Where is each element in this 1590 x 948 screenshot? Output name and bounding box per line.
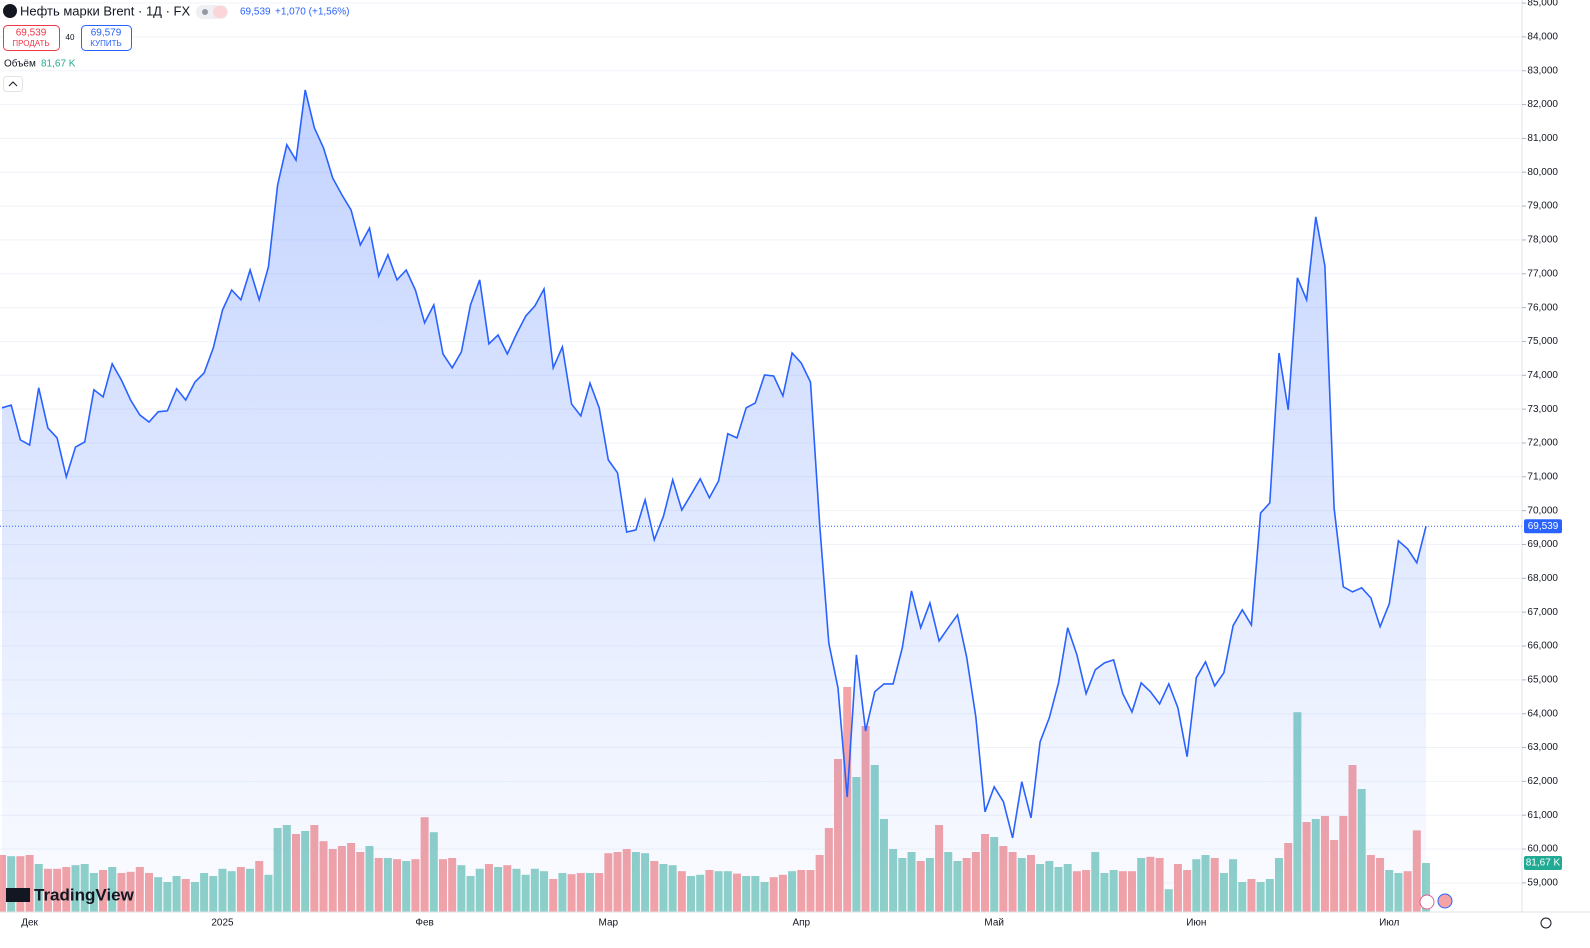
sell-price: 69,539 [16,28,47,39]
buy-button[interactable] [81,25,132,51]
spread: 40 [66,33,75,42]
x-tick-label: Июн [1186,918,1206,929]
y-tick-label: 66,000 [1527,641,1558,652]
last-price-badge [1524,519,1562,534]
y-tick-label: 70,000 [1527,505,1558,516]
y-tick-label: 69,000 [1527,539,1558,550]
event-icon[interactable] [1419,894,1435,910]
axes: 85,000 84,000 83,000 82,000 81,000 80,000 79,0… [21,0,1562,929]
y-tick-label: 82,000 [1527,99,1558,110]
y-tick-label: 62,000 [1527,776,1558,787]
chart-title: Нефть марки Brent · 1Д · FX [20,3,190,18]
y-tick-label: 75,000 [1527,336,1558,347]
collapse-button[interactable] [3,76,23,92]
y-tick-label: 64,000 [1527,708,1558,719]
settings-icon[interactable] [1540,917,1552,929]
y-tick-label: 72,000 [1527,438,1558,449]
x-tick-label: 2025 [211,918,234,929]
status-dot [202,9,208,15]
volume-legend: Объём [4,58,36,70]
y-tick-label: 65,000 [1527,674,1558,685]
y-tick-label: 81,000 [1527,133,1558,144]
y-tick-label: 78,000 [1527,235,1558,246]
x-tick-label: Апр [792,918,810,929]
y-tick-label: 77,000 [1527,268,1558,279]
collapse-icon [8,81,18,87]
y-tick-label: 85,000 [1527,0,1558,9]
y-tick-label: 63,000 [1527,742,1558,753]
y-tick-label: 83,000 [1527,65,1558,76]
event-icon[interactable] [1437,893,1453,909]
price-change: +1,070 (+1,56%) [275,7,350,18]
price-line [1,89,1427,839]
sell-button[interactable] [3,25,60,51]
y-tick-label: 73,000 [1527,404,1558,415]
y-tick-label: 84,000 [1527,32,1558,43]
volume-legend-value: 81,67 K [41,59,76,70]
status-icon [213,6,227,18]
volume-badge [1524,855,1562,870]
logo-icon [6,888,30,902]
y-tick-label: 60,000 [1527,844,1558,855]
y-tick-label: 71,000 [1527,471,1558,482]
x-tick-label: Мар [599,918,619,929]
x-tick-label: Фев [415,918,433,929]
x-tick-label: Дек [21,918,38,929]
buy-price: 69,579 [91,28,122,39]
y-tick-label: 68,000 [1527,573,1558,584]
y-tick-label: 76,000 [1527,302,1558,313]
y-tick-label: 61,000 [1527,810,1558,821]
plot [0,89,1522,912]
buy-label: КУПИТЬ [90,39,121,48]
last-price-label: 69,539 [1528,521,1559,532]
y-tick-label: 80,000 [1527,167,1558,178]
x-tick-label: Июл [1379,918,1399,929]
last-price: 69,539 [240,7,271,18]
branding: TradingView [34,885,135,904]
area [2,90,1426,912]
x-tick-label: Май [984,918,1004,929]
y-tick-label: 79,000 [1527,201,1558,212]
sell-label: ПРОДАТЬ [12,39,49,48]
y-tick-label: 74,000 [1527,370,1558,381]
volume-badge-label: 81,67 K [1526,858,1561,869]
y-tick-label: 67,000 [1527,607,1558,618]
symbol-icon [3,4,17,18]
y-tick-label: 59,000 [1527,878,1558,889]
